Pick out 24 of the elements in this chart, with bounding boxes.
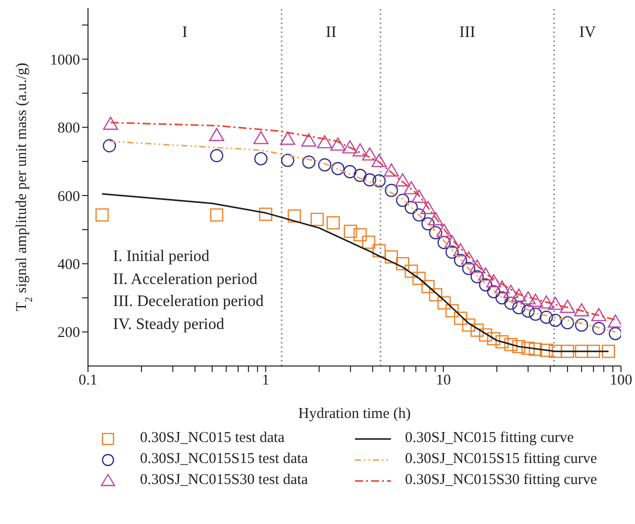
- annotation: II: [326, 24, 336, 41]
- y-tick-label: 400: [58, 257, 80, 274]
- legend-label: 0.30SJ_NC015S15 test data: [140, 451, 308, 468]
- x-tick-label: 1: [262, 372, 270, 389]
- x-tick-label: 0.1: [78, 372, 98, 389]
- legend-label: 0.30SJ_NC015 test data: [140, 430, 285, 447]
- annotation: III. Deceleration period: [113, 292, 264, 312]
- y-tick-label: 800: [58, 120, 80, 137]
- annotation: IV: [579, 24, 596, 41]
- annotation: II. Acceleration period: [113, 270, 258, 290]
- annotation: III: [459, 24, 476, 41]
- y-tick-label: 200: [58, 325, 80, 342]
- annotation: I: [182, 24, 188, 41]
- x-tick-label: 100: [610, 372, 632, 389]
- legend-label: 0.30SJ_NC015 fitting curve: [405, 430, 574, 447]
- legend-label: 0.30SJ_NC015S30 fitting curve: [405, 472, 598, 489]
- annotation: IV. Steady period: [113, 314, 226, 334]
- y-tick-label: 1000: [50, 52, 80, 68]
- x-tick-label: 10: [436, 372, 451, 389]
- x-axis-title: Hydration time (h): [298, 406, 411, 422]
- legend-label: 0.30SJ_NC015S15 fitting curve: [405, 451, 598, 468]
- y-tick-label: 600: [58, 188, 80, 205]
- legend-label: 0.30SJ_NC015S30 test data: [140, 472, 308, 489]
- annotation: I. Initial period: [113, 247, 210, 267]
